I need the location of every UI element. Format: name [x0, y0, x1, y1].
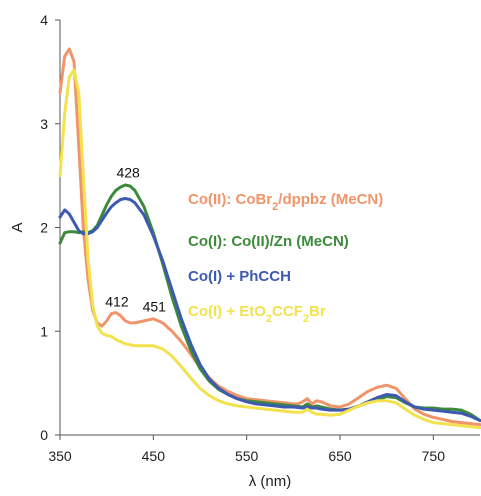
series-line-1: [58, 47, 481, 427]
chart-legend: Co(II): CoBr2/dppbz (MeCN) Co(I): Co(II)/…: [188, 191, 383, 325]
legend-entry-2: Co(I): Co(II)/Zn (MeCN): [188, 233, 349, 250]
legend-entry-4: Co(I) + EtO2CCF2Br: [188, 303, 326, 325]
series-line-3: [58, 197, 481, 422]
x-tick-label: 650: [328, 448, 352, 464]
y-tick-label: 2: [40, 220, 48, 236]
x-tick-label: 350: [48, 448, 72, 464]
y-tick-label: 1: [40, 323, 48, 339]
x-axis-title: λ (nm): [249, 473, 292, 490]
legend-entry-1: Co(II): CoBr2/dppbz (MeCN): [188, 191, 383, 213]
series-line-4: [58, 68, 481, 430]
legend-entry-3: Co(I) + PhCCH: [188, 268, 291, 285]
chart-axes: 0 1 2 3 4 350 450 550 650 750 λ (nm) A: [9, 12, 480, 490]
y-tick-label: 4: [40, 12, 48, 28]
chart-series-lines: [58, 47, 481, 430]
peak-label: 412: [105, 293, 129, 309]
y-axis-title: A: [9, 222, 26, 232]
x-tick-label: 750: [422, 448, 446, 464]
chart-annotations: 428 412 451: [105, 165, 166, 315]
y-tick-label: 3: [40, 116, 48, 132]
y-tick-label: 0: [40, 427, 48, 443]
peak-label: 451: [143, 299, 167, 315]
peak-label: 428: [116, 165, 140, 181]
x-tick-label: 450: [142, 448, 166, 464]
x-tick-label: 550: [235, 448, 259, 464]
